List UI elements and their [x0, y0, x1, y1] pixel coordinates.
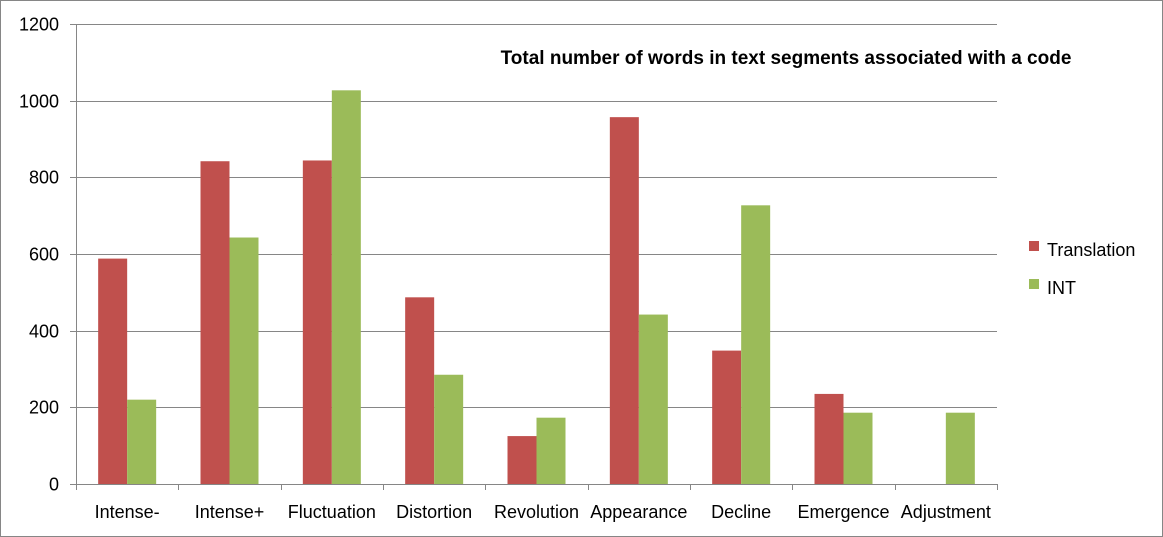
x-tick-label: Revolution	[494, 502, 579, 522]
bar-translation-emergence	[814, 393, 844, 484]
bar-translation-revolution	[507, 436, 537, 484]
x-tick-label: Adjustment	[901, 502, 991, 522]
bar-translation-intense	[98, 258, 128, 484]
bar-int-revolution	[536, 417, 566, 484]
bar-int-intense	[229, 237, 259, 484]
chart-title: Total number of words in text segments a…	[501, 48, 1072, 69]
legend: Translation INT	[1029, 240, 1135, 298]
y-tick-label: 200	[29, 398, 59, 418]
bar-int-appearance	[638, 314, 668, 484]
legend-swatch-int	[1029, 279, 1039, 289]
x-tick-label: Distortion	[396, 502, 472, 522]
x-axis-tick-labels: Intense- Intense+ Fluctuation Distortion Rev…	[95, 502, 991, 522]
legend-label-int: INT	[1047, 278, 1076, 298]
axes	[70, 24, 998, 490]
bar-translation-intense	[200, 161, 230, 484]
bar-translation-fluctuation	[302, 160, 332, 484]
bar-translation-decline	[712, 350, 742, 484]
legend-swatch-translation	[1029, 241, 1039, 251]
legend-label-translation: Translation	[1047, 240, 1135, 260]
x-tick-label: Intense+	[195, 502, 265, 522]
y-tick-label: 1200	[19, 15, 59, 35]
y-tick-label: 600	[29, 245, 59, 265]
bar-int-intense	[127, 399, 157, 484]
bars	[98, 90, 975, 485]
x-tick-label: Appearance	[590, 502, 687, 522]
x-tick-label: Emergence	[797, 502, 889, 522]
y-tick-label: 400	[29, 322, 59, 342]
x-tick-label: Decline	[711, 502, 771, 522]
bar-int-distortion	[434, 374, 464, 484]
y-tick-label: 1000	[19, 92, 59, 112]
y-tick-label: 0	[49, 475, 59, 495]
y-tick-label: 800	[29, 168, 59, 188]
x-tick-label: Intense-	[95, 502, 160, 522]
bar-int-adjustment	[945, 412, 975, 484]
x-tick-label: Fluctuation	[288, 502, 376, 522]
bar-int-fluctuation	[331, 90, 361, 485]
bar-translation-distortion	[405, 297, 435, 484]
bar-int-emergence	[843, 412, 873, 484]
bar-translation-appearance	[609, 117, 639, 485]
bar-int-decline	[741, 205, 771, 485]
y-axis-tick-labels: 0 200 400 600 800 1000 1200	[19, 15, 59, 495]
